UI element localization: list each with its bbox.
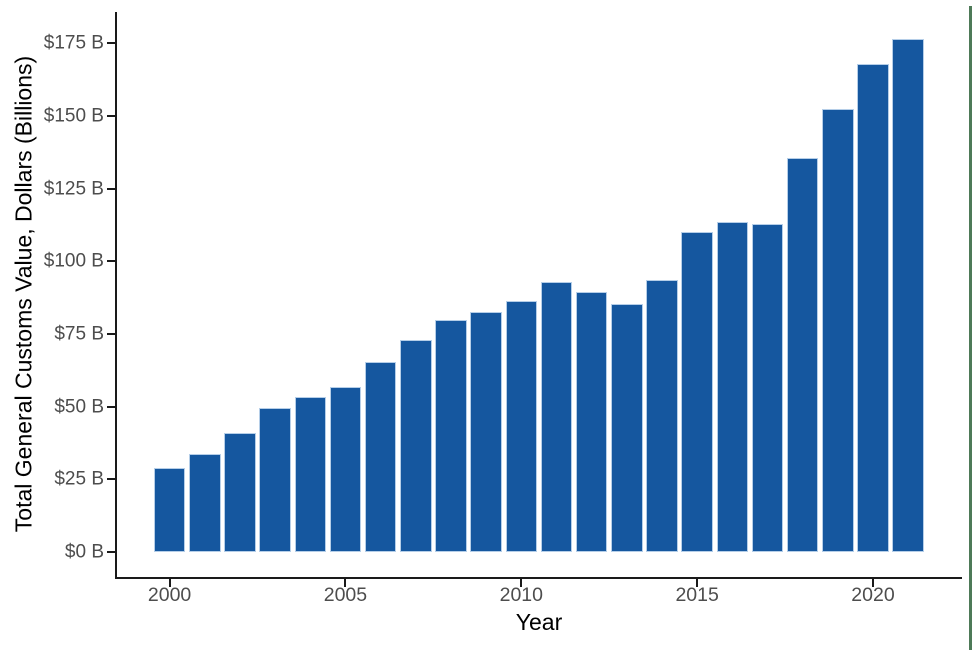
y-axis-line — [114, 12, 117, 579]
y-axis-tick — [106, 478, 115, 481]
y-axis-tick-label: $100 B — [43, 250, 104, 272]
bar-2019 — [822, 109, 854, 552]
bar-2021 — [892, 38, 924, 552]
bar-2020 — [857, 63, 889, 552]
x-axis-tick-label: 2015 — [675, 584, 719, 606]
y-axis-tick-label: $150 B — [43, 105, 104, 127]
bar-2001 — [189, 454, 221, 552]
bar-2012 — [575, 291, 608, 552]
x-axis-title: Year — [515, 609, 563, 635]
bar-2003 — [259, 408, 291, 552]
y-axis-tick-label: $175 B — [43, 32, 104, 54]
bar-2002 — [224, 432, 256, 552]
bar-2011 — [540, 281, 573, 552]
bar-2015 — [681, 232, 713, 552]
y-axis-tick — [106, 42, 115, 45]
bar-2013 — [611, 303, 643, 552]
x-axis-tick-label: 2010 — [499, 584, 543, 606]
x-axis-tick-label: 2020 — [851, 584, 895, 606]
y-axis-tick-label: $50 B — [54, 396, 104, 418]
bar-2004 — [294, 397, 327, 552]
bar-2018 — [786, 157, 819, 552]
x-axis-tick — [344, 578, 347, 587]
y-axis-title: Total General Customs Value, Dollars (Bi… — [10, 55, 37, 533]
bar-2006 — [364, 362, 397, 552]
x-axis-tick — [168, 578, 171, 587]
x-axis-tick-label: 2000 — [147, 584, 192, 606]
y-axis-tick — [106, 187, 115, 190]
y-axis-tick — [106, 115, 115, 118]
x-axis-tick — [520, 578, 523, 587]
x-axis-tick-label: 2005 — [323, 584, 368, 606]
x-axis-tick — [872, 578, 874, 587]
x-axis-line — [114, 576, 962, 579]
bar-2008 — [435, 319, 467, 552]
y-axis-tick-label: $125 B — [43, 178, 104, 200]
y-axis-tick-label: $25 B — [54, 468, 104, 490]
y-axis-tick — [106, 405, 115, 408]
y-axis-tick-label: $0 B — [64, 541, 104, 563]
bar-2017 — [751, 223, 784, 552]
bar-2014 — [646, 279, 678, 552]
bar-2000 — [153, 467, 186, 552]
y-axis-tick — [106, 333, 115, 336]
bar-2010 — [505, 300, 538, 552]
screenshot-right-edge-line — [969, 6, 972, 650]
y-axis-tick-label: $75 B — [54, 323, 104, 345]
bar-2016 — [716, 221, 749, 552]
y-axis-tick — [106, 551, 115, 553]
x-axis-tick — [696, 578, 699, 587]
bar-2005 — [329, 387, 362, 552]
y-axis-tick — [106, 260, 115, 263]
bar-2009 — [470, 312, 502, 552]
bar-2007 — [400, 340, 432, 552]
